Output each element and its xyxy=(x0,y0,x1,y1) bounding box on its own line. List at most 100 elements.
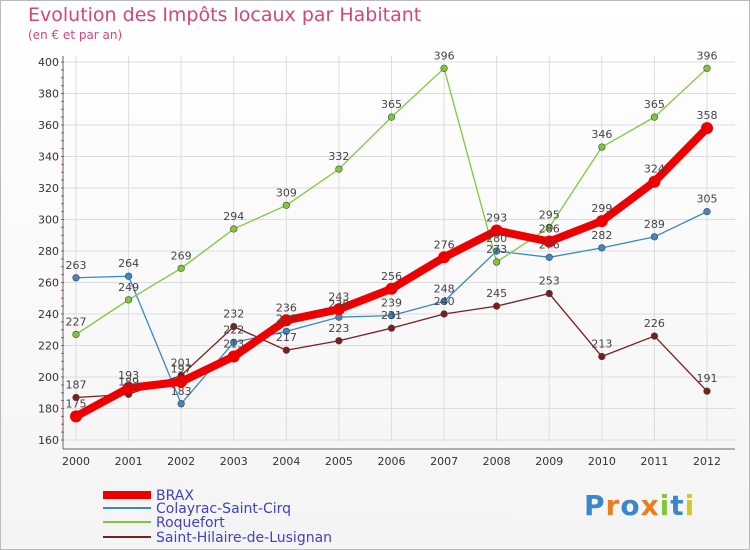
data-point xyxy=(387,324,396,332)
data-label: 358 xyxy=(697,109,718,122)
logo-letter: t xyxy=(670,489,685,522)
data-point xyxy=(72,330,80,339)
data-point xyxy=(545,289,553,298)
data-label: 264 xyxy=(118,257,139,270)
data-label: 346 xyxy=(591,128,612,141)
data-point xyxy=(387,311,396,320)
data-labels: 263 264 183 222 229 238 239 248 280 276 282 289 305 2… xyxy=(66,49,718,410)
data-label: 273 xyxy=(486,243,507,256)
data-label: 245 xyxy=(486,287,507,300)
x-tick-label: 2012 xyxy=(693,455,721,468)
y-tick-label: 320 xyxy=(38,182,59,195)
data-point xyxy=(648,175,661,188)
data-label: 396 xyxy=(697,49,718,62)
data-point xyxy=(440,310,448,318)
data-point xyxy=(650,113,659,121)
data-point xyxy=(650,233,659,241)
logo-letter: i xyxy=(659,489,671,522)
data-point xyxy=(545,223,553,231)
x-tick-label: 2004 xyxy=(272,455,300,468)
x-tick-label: 2000 xyxy=(62,455,90,468)
data-label: 286 xyxy=(539,223,560,236)
data-label: 236 xyxy=(276,301,297,314)
y-tick-label: 260 xyxy=(38,277,59,290)
data-label: 197 xyxy=(171,363,192,376)
data-label: 295 xyxy=(539,208,560,221)
data-point xyxy=(280,314,293,327)
y-tick-label: 160 xyxy=(38,434,59,447)
data-point xyxy=(440,297,448,306)
y-tick-label: 360 xyxy=(38,119,59,132)
data-label: 183 xyxy=(171,385,192,398)
x-tick-label: 2007 xyxy=(430,455,458,468)
data-point xyxy=(701,122,713,135)
data-label: 191 xyxy=(697,372,718,385)
x-tick-label: 2008 xyxy=(483,455,511,468)
data-point xyxy=(282,327,290,335)
legend-label: Colayrac-Saint-Cirq xyxy=(156,501,291,517)
logo-letter: x xyxy=(640,489,660,522)
data-label: 223 xyxy=(328,322,349,335)
data-point xyxy=(230,323,238,331)
y-tick-label: 180 xyxy=(38,403,59,416)
y-tick-label: 300 xyxy=(38,214,59,227)
data-point xyxy=(493,302,501,310)
data-label: 240 xyxy=(434,295,455,308)
proxiti-logo: Proxiti xyxy=(584,489,695,522)
data-label: 239 xyxy=(381,297,402,310)
data-label: 222 xyxy=(223,323,244,336)
data-point xyxy=(387,113,396,121)
data-label: 229 xyxy=(276,312,297,325)
data-point xyxy=(335,165,343,173)
data-label: 282 xyxy=(591,229,612,242)
logo-letter: i xyxy=(684,489,696,522)
x-tick-label: 2011 xyxy=(640,455,668,468)
data-point xyxy=(595,215,608,228)
data-label: 253 xyxy=(539,275,560,288)
y-tick-label: 240 xyxy=(38,308,59,321)
data-point xyxy=(230,225,238,233)
data-point xyxy=(282,201,290,209)
chart-subtitle: (en € et par an) xyxy=(28,28,123,42)
grid-lines xyxy=(63,56,735,441)
y-tick-labels: 160 180 200 220 240 260 280 300 320 340 360 380 400 xyxy=(38,56,59,447)
legend-label: Saint-Hilaire-de-Lusignan xyxy=(156,530,332,546)
data-point xyxy=(282,346,290,354)
data-label: 309 xyxy=(276,186,297,199)
data-label: 175 xyxy=(66,397,87,410)
data-point xyxy=(703,64,711,72)
data-point xyxy=(703,208,711,216)
data-label: 213 xyxy=(223,338,244,351)
data-label: 365 xyxy=(381,98,402,111)
y-tick-label: 380 xyxy=(38,88,59,101)
data-label: 193 xyxy=(118,369,139,382)
data-label: 289 xyxy=(644,218,665,231)
data-point xyxy=(493,258,501,266)
data-label: 226 xyxy=(644,317,665,330)
x-tick-labels: 2000 2001 2002 2003 2004 2005 2006 2007 2008 2009… xyxy=(62,455,721,468)
data-point xyxy=(177,400,185,408)
data-point xyxy=(177,264,185,272)
data-point xyxy=(230,338,238,346)
x-tick-label: 2001 xyxy=(115,455,143,468)
x-tick-label: 2003 xyxy=(220,455,248,468)
x-tick-label: 2009 xyxy=(535,455,563,468)
data-label: 280 xyxy=(486,232,507,245)
chart-title: Evolution des Impôts locaux par Habitant xyxy=(28,4,422,26)
data-point xyxy=(545,253,553,261)
data-point xyxy=(598,244,606,252)
data-label: 201 xyxy=(171,356,192,369)
data-label: 231 xyxy=(381,309,402,322)
y-tick-label: 220 xyxy=(38,340,59,353)
data-label: 294 xyxy=(223,210,244,223)
y-tick-label: 200 xyxy=(38,371,59,384)
legend: BRAXColayrac-Saint-CirqRoquefortSaint-Hi… xyxy=(103,488,332,546)
logo-letter: r xyxy=(605,489,621,522)
data-label: 189 xyxy=(118,375,139,388)
data-point xyxy=(72,274,80,282)
data-point xyxy=(650,332,659,340)
legend-label: BRAX xyxy=(156,488,194,504)
data-point xyxy=(438,251,451,264)
data-label: 248 xyxy=(434,282,455,295)
